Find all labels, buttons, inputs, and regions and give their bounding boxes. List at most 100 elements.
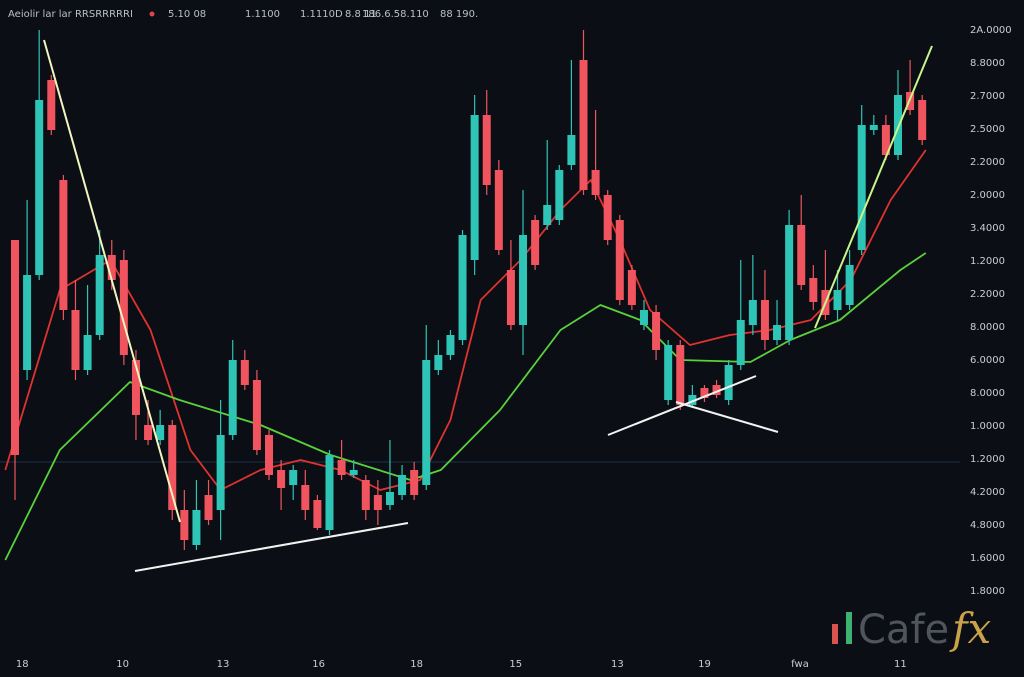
candle-body (688, 395, 697, 405)
candle-body (809, 278, 818, 302)
candle-body (748, 300, 757, 325)
candle-body (773, 325, 782, 340)
y-tick-label: 4.8000 (970, 520, 1005, 531)
header-text: 186.6.58.110 (362, 9, 429, 20)
candle-body (458, 235, 467, 340)
candle-body (361, 480, 370, 510)
y-tick-label: 4.2000 (970, 487, 1005, 498)
candle-body (857, 125, 866, 250)
candle-body (615, 220, 624, 300)
candle-body (446, 335, 455, 355)
watermark: Cafe fx (832, 604, 992, 653)
moving-average (4, 149, 927, 491)
y-tick-label: 2.2000 (970, 157, 1005, 168)
candle-body (470, 115, 479, 260)
candle-body (494, 170, 503, 250)
header-text: 1.1100 (245, 9, 280, 20)
candle-body (131, 360, 140, 415)
candle-body (893, 95, 902, 155)
header-text: 5.10 08 (168, 9, 206, 20)
y-tick-label: 3.4000 (970, 223, 1005, 234)
candle-body (506, 270, 515, 325)
candle-body (216, 435, 225, 510)
candle-body (204, 495, 213, 520)
x-tick-label: 15 (509, 659, 522, 670)
candle-body (603, 195, 612, 240)
candle-body (833, 290, 842, 310)
candle-body (639, 310, 648, 325)
candle-body (398, 475, 407, 495)
trend-line (607, 375, 757, 436)
x-tick-label: 16 (312, 659, 325, 670)
candle-body (59, 180, 68, 310)
plot-area (4, 30, 927, 561)
y-tick-label: 2.7000 (970, 91, 1005, 102)
candle-body (712, 385, 721, 395)
x-tick-label: 18 (410, 659, 423, 670)
candle-body (23, 275, 32, 370)
candle-body (168, 425, 177, 510)
candle-body (434, 355, 443, 370)
candle-body (313, 500, 322, 528)
candle-body (869, 125, 878, 130)
candle-body (107, 255, 116, 280)
candle-body (95, 255, 104, 335)
candle-body (422, 360, 431, 485)
trend-line (675, 401, 779, 433)
candle-body (410, 470, 419, 495)
candle-body (785, 225, 794, 340)
candle-body (543, 205, 552, 225)
y-tick-label: 6.0000 (970, 355, 1005, 366)
x-tick-label: 11 (894, 659, 907, 670)
x-tick-label: 10 (116, 659, 129, 670)
candle-body (119, 260, 128, 355)
y-tick-label: 1.0000 (970, 421, 1005, 432)
candle-body (192, 510, 201, 545)
x-tick-label: 13 (611, 659, 624, 670)
x-tick-label: fwa (791, 659, 809, 670)
candle-body (591, 170, 600, 195)
header-dot (149, 11, 155, 17)
candle-body (700, 388, 709, 398)
x-tick-label: 19 (698, 659, 711, 670)
candle-body (240, 360, 249, 385)
y-tick-label: 8.8000 (970, 58, 1005, 69)
candle-body (845, 265, 854, 305)
y-tick-label: 1.6000 (970, 553, 1005, 564)
candle-body (676, 345, 685, 405)
candle-body (301, 485, 310, 510)
candle-body (652, 312, 661, 350)
header-text: 1.1110D (300, 9, 343, 20)
logo-candle (846, 612, 852, 644)
candle-body (252, 380, 261, 450)
trend-line (43, 39, 181, 523)
y-tick-label: 2A.0000 (970, 25, 1012, 36)
candle-body (797, 225, 806, 285)
candle-body (385, 492, 394, 505)
candle-body (289, 470, 298, 485)
candle-body (277, 470, 286, 488)
candle-body (349, 470, 358, 475)
candle-body (519, 235, 528, 325)
watermark-text: Cafe (858, 607, 949, 653)
moving-average (4, 252, 927, 561)
candle-body (664, 345, 673, 400)
candle-body (567, 135, 576, 165)
header-text: Aeiolir lar lar RRSRRRRRI (8, 9, 133, 20)
y-tick-label: 1.8000 (970, 586, 1005, 597)
candle-body (337, 460, 346, 475)
logo-candle (832, 624, 838, 644)
candle-body (736, 320, 745, 365)
y-tick-label: 8.0000 (970, 322, 1005, 333)
candle-body (482, 115, 491, 185)
candle-body (144, 425, 153, 440)
candle-body (228, 360, 237, 435)
candle-body (918, 100, 927, 140)
y-tick-label: 1.2000 (970, 256, 1005, 267)
trend-line (814, 45, 933, 329)
watermark-accent: fx (949, 604, 992, 653)
y-tick-label: 2.5000 (970, 124, 1005, 135)
candle-body (71, 310, 80, 370)
y-tick-label: 1.2000 (970, 454, 1005, 465)
